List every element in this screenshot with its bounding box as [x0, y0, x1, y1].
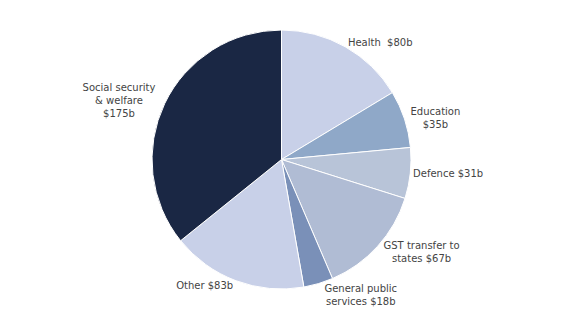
svg-text:Other $83b: Other $83b [176, 280, 233, 291]
svg-text:Health $80b: Health $80b [348, 37, 413, 48]
svg-text:GST transfer tostates $67b: GST transfer tostates $67b [384, 240, 460, 264]
svg-text:Social security& welfare$175b: Social security& welfare$175b [83, 82, 156, 119]
svg-text:Defence $31b: Defence $31b [413, 168, 483, 179]
svg-text:Education$35b: Education$35b [411, 106, 461, 130]
svg-text:General publicservices $18b: General publicservices $18b [324, 283, 397, 307]
